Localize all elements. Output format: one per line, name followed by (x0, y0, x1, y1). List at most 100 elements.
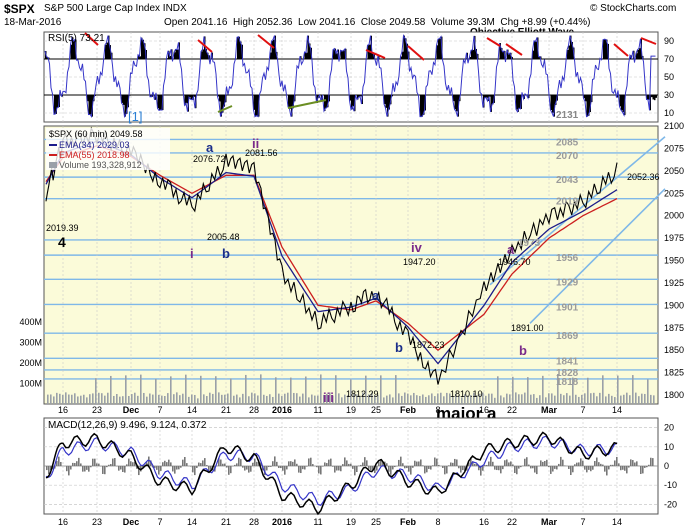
macd-histogram-bar (620, 466, 622, 471)
price-y-tick: 2025 (664, 188, 684, 198)
volume-bar (329, 392, 331, 404)
rsi-overbought-fill (636, 53, 638, 59)
macd-histogram-bar (80, 463, 82, 466)
volume-bar (611, 395, 613, 404)
macd-histogram-bar (196, 466, 198, 469)
volume-bar (326, 393, 328, 404)
index-name: S&P 500 Large Cap Index (44, 3, 161, 14)
rsi-green-trendline (217, 105, 233, 113)
macd-histogram-bar (248, 466, 250, 473)
macd-histogram-bar (610, 464, 612, 466)
volume-bar (371, 392, 373, 404)
volume-bar (161, 395, 163, 404)
price-y-tick: 1975 (664, 233, 684, 243)
volume-bar (206, 396, 208, 404)
macd-histogram-bar (54, 466, 56, 469)
volume-bar (461, 397, 463, 404)
chart-brand: © StockCharts.com (590, 3, 677, 14)
macd-histogram-bar (206, 465, 208, 466)
rsi-oversold-fill (589, 95, 591, 113)
x-axis-label-bottom: 25 (371, 517, 381, 527)
rsi-oversold-fill (588, 95, 590, 116)
macd-histogram-bar (562, 459, 564, 466)
volume-bar (620, 395, 622, 404)
macd-histogram-bar (470, 457, 472, 466)
macd-histogram-bar (254, 458, 256, 466)
macd-histogram-bar (292, 461, 294, 466)
macd-histogram-bar (304, 466, 306, 470)
rsi-oversold-fill (583, 95, 585, 99)
macd-histogram-bar (142, 466, 144, 468)
volume-bar (359, 395, 361, 404)
rsi-overbought-fill (138, 54, 140, 59)
macd-histogram-bar (624, 466, 626, 471)
rsi-oversold-fill (256, 95, 258, 116)
macd-histogram-bar (278, 466, 280, 469)
rsi-oversold-fill (222, 95, 224, 113)
volume-bar (524, 392, 526, 404)
volume-bar (101, 393, 103, 404)
rsi-overbought-fill (270, 52, 272, 59)
rsi-overbought-fill (105, 44, 107, 59)
macd-histogram-bar (286, 466, 288, 470)
volume-bar (47, 394, 49, 404)
x-axis-label: 2016 (272, 405, 292, 415)
x-axis-label-bottom: 8 (435, 517, 440, 527)
macd-histogram-bar (138, 466, 140, 476)
volume-y-tick: 100M (19, 379, 42, 389)
volume-bar (476, 395, 478, 404)
macd-histogram-bar (360, 464, 362, 466)
macd-histogram-bar (608, 466, 610, 470)
macd-histogram-bar (114, 458, 116, 466)
volume-bar (638, 396, 640, 404)
rsi-overbought-fill (439, 38, 441, 59)
volume-bar (296, 393, 298, 404)
volume-bar (197, 398, 199, 404)
rsi-overbought-fill (169, 55, 171, 59)
macd-histogram-bar (260, 462, 262, 466)
volume-bar (410, 395, 412, 404)
macd-histogram-bar (472, 461, 474, 466)
macd-histogram-bar (496, 466, 498, 471)
macd-histogram-bar (490, 456, 492, 466)
macd-histogram-bar (200, 463, 202, 466)
level-label: 1828 (556, 368, 579, 379)
macd-histogram-bar (226, 466, 228, 468)
x-axis-label: Mar (541, 405, 558, 415)
macd-histogram-bar (106, 466, 108, 468)
volume-bar (170, 376, 172, 404)
macd-histogram-bar (590, 466, 592, 472)
macd-histogram-bar (346, 460, 348, 466)
rsi-oversold-fill (123, 95, 125, 105)
macd-histogram-bar (72, 462, 74, 466)
rsi-oversold-fill (255, 95, 257, 117)
macd-histogram-bar (60, 461, 62, 466)
rsi-overbought-fill (502, 51, 504, 59)
price-y-tick: 1900 (664, 300, 684, 310)
volume-bar (455, 393, 457, 404)
rsi-overbought-fill (141, 37, 143, 59)
rsi-oversold-fill (357, 95, 359, 100)
macd-histogram-bar (498, 466, 500, 471)
rsi-oversold-fill (553, 95, 555, 117)
rsi-overbought-fill (438, 39, 440, 59)
macd-histogram-bar (364, 457, 366, 466)
volume-bar (188, 396, 190, 404)
wave-label-iv: iv (411, 240, 423, 255)
rsi-overbought-fill (631, 58, 633, 59)
rsi-overbought-fill (48, 57, 50, 59)
macd-histogram-bar (84, 466, 86, 472)
rsi-overbought-fill (174, 52, 176, 59)
rsi-overbought-fill (540, 56, 542, 59)
macd-histogram-bar (530, 466, 532, 469)
rsi-oversold-fill (223, 95, 225, 107)
volume-bar (566, 393, 568, 404)
rsi-overbought-fill (109, 45, 111, 59)
macd-histogram-bar (430, 466, 432, 470)
rsi-overbought-fill (333, 49, 335, 59)
rsi-overbought-fill (73, 41, 75, 59)
x-axis-label-bottom: 7 (580, 517, 585, 527)
rsi-overbought-fill (568, 45, 570, 59)
volume-bar (350, 379, 352, 404)
